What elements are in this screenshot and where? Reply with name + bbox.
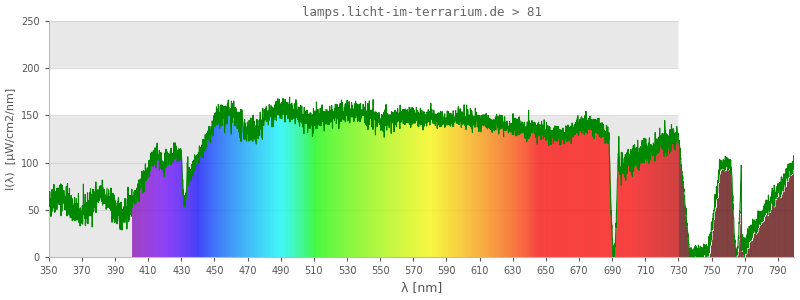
X-axis label: λ [nm]: λ [nm] [401, 281, 442, 294]
Bar [49, 68, 794, 116]
Y-axis label: I(λ)  [μW/cm2/nm]: I(λ) [μW/cm2/nm] [6, 88, 15, 190]
Title: lamps.licht-im-terrarium.de > 81: lamps.licht-im-terrarium.de > 81 [302, 6, 542, 19]
